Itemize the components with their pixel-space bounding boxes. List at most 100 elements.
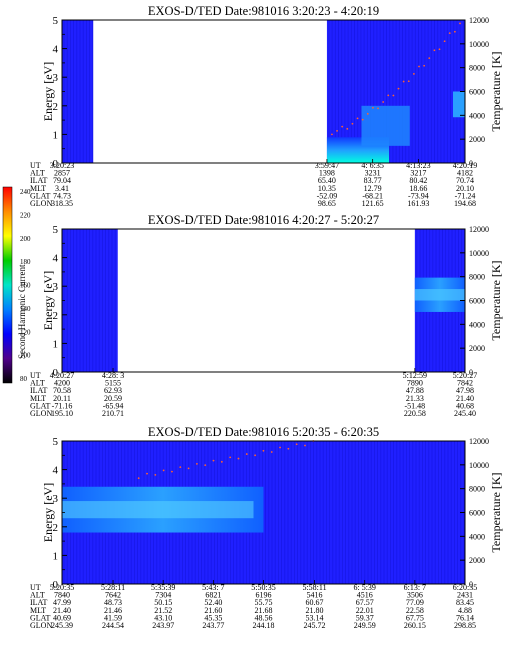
ephemeris-value: -71.24: [455, 191, 476, 200]
colorbar-tick-label: 200: [20, 235, 31, 243]
temperature-point: [262, 449, 265, 452]
temperature-point: [387, 94, 390, 97]
ephemeris-value: 12.79: [364, 184, 382, 193]
ephemeris-value: 6:13: 7: [404, 583, 426, 592]
temperature-point: [459, 22, 461, 25]
y2-tick-label: 8000: [469, 273, 485, 282]
ephemeris-value: 41.59: [104, 613, 122, 622]
panel-title: EXOS-D/TED Date:981016 4:20:27 - 5:20:27: [148, 213, 379, 227]
ephemeris-value: 4182: [457, 169, 473, 178]
y-tick-label: 3: [53, 281, 59, 293]
ephemeris-value: 318.35: [51, 199, 73, 208]
y2-axis-label: Temperature [K]: [489, 472, 503, 552]
colorbar-tick-label: 100: [20, 352, 31, 360]
ephemeris-value: 21.52: [154, 606, 172, 615]
y-tick-label: 2: [53, 310, 59, 322]
temperature-point: [361, 118, 364, 121]
temperature-point: [428, 57, 431, 60]
colorbar-tick-label: 140: [20, 305, 31, 313]
ephemeris-value: 67.75: [406, 613, 424, 622]
y2-tick-label: 2000: [469, 556, 485, 565]
ephemeris-row-label: ALT: [30, 379, 45, 388]
ephemeris-value: 18.66: [409, 184, 427, 193]
ephemeris-value: 43.10: [154, 613, 172, 622]
ephemeris-value: 260.15: [404, 621, 426, 630]
temperature-point: [418, 65, 420, 68]
ion-band-core: [414, 289, 465, 301]
y2-tick-label: 12000: [469, 225, 489, 234]
y2-tick-label: 4000: [469, 320, 485, 329]
ephemeris-value: 4: 6:35: [361, 161, 383, 170]
ephemeris-value: 21.46: [104, 606, 122, 615]
ephemeris-value: 243.97: [152, 621, 174, 630]
spectrogram-panel: EXOS-D/TED Date:981016 4:20:27 - 5:20:27…: [30, 213, 503, 418]
temperature-point: [179, 466, 182, 469]
ephemeris-value: 245.72: [304, 621, 326, 630]
ephemeris-value: 4200: [54, 379, 70, 388]
ephemeris-value: 98.65: [318, 199, 336, 208]
temperature-point: [377, 107, 379, 110]
ephemeris-row-label: GLAT: [30, 191, 51, 200]
ephemeris-value: 67.57: [356, 598, 374, 607]
colorbar-tick-label: 240: [20, 188, 31, 196]
ephemeris-value: 47.99: [53, 598, 71, 607]
ephemeris-value: 220.58: [404, 409, 426, 418]
ephemeris-value: 7840: [54, 591, 70, 600]
y-tick-label: 4: [53, 465, 59, 477]
temperature-point: [392, 94, 395, 97]
ephemeris-value: 80.42: [409, 176, 427, 185]
ephemeris-row-label: GLAT: [30, 401, 51, 410]
ephemeris-value: 21.60: [204, 606, 222, 615]
temperature-point: [137, 477, 140, 480]
ephemeris-value: 50.15: [154, 598, 172, 607]
ephemeris-value: 5:20:27: [453, 371, 477, 380]
ephemeris-value: 2857: [54, 169, 70, 178]
temperature-point: [212, 459, 215, 462]
temperature-point: [187, 467, 190, 470]
temperature-point: [336, 130, 338, 132]
y2-tick-label: 8000: [469, 64, 485, 73]
y2-tick-label: 10000: [469, 461, 489, 470]
ephemeris-value: 7890: [407, 379, 423, 388]
ephemeris-value: 244.18: [253, 621, 275, 630]
ephemeris-value: 53.14: [306, 613, 324, 622]
ephemeris-value: 244.54: [102, 621, 124, 630]
y2-tick-label: 2000: [469, 344, 485, 353]
ephemeris-value: 7842: [457, 379, 473, 388]
temperature-point: [402, 80, 405, 83]
ephemeris-value: 47.88: [406, 386, 424, 395]
ephemeris-value: 79.04: [53, 176, 71, 185]
ephemeris-value: 4:28: 3: [102, 371, 124, 380]
ephemeris-value: 21.40: [456, 394, 474, 403]
ephemeris-value: 62.93: [104, 386, 122, 395]
ephemeris-value: -73.94: [408, 191, 429, 200]
temperature-point: [195, 462, 198, 465]
y2-tick-label: 12000: [469, 437, 489, 446]
ephemeris-value: 55.75: [255, 598, 273, 607]
ephemeris-value: 21.33: [406, 394, 424, 403]
ephemeris-value: 6196: [256, 591, 272, 600]
ephemeris-value: 5:58:11: [302, 583, 326, 592]
temperature-point: [423, 64, 426, 67]
y-tick-label: 5: [53, 224, 59, 236]
ephemeris-value: 74.73: [53, 191, 71, 200]
y-tick-label: 3: [53, 72, 59, 84]
y2-tick-label: 8000: [469, 485, 485, 494]
y2-tick-label: 6000: [469, 88, 485, 97]
y2-tick-label: 10000: [469, 249, 489, 258]
y2-tick-label: 0: [469, 159, 473, 168]
ephemeris-value: 161.93: [407, 199, 429, 208]
ephemeris-row-label: ALT: [30, 591, 45, 600]
temperature-point: [453, 30, 456, 33]
ephemeris-value: 298.85: [454, 621, 476, 630]
y2-tick-label: 2000: [469, 135, 485, 144]
ephemeris-value: 10.35: [318, 184, 336, 193]
ephemeris-value: 4:20:27: [50, 371, 74, 380]
temperature-point: [341, 125, 344, 128]
temperature-point: [448, 32, 451, 35]
y2-tick-label: 4000: [469, 111, 485, 120]
temperature-point: [237, 457, 240, 460]
ephemeris-value: 70.58: [53, 386, 71, 395]
ephemeris-value: 5:20:35: [50, 583, 74, 592]
